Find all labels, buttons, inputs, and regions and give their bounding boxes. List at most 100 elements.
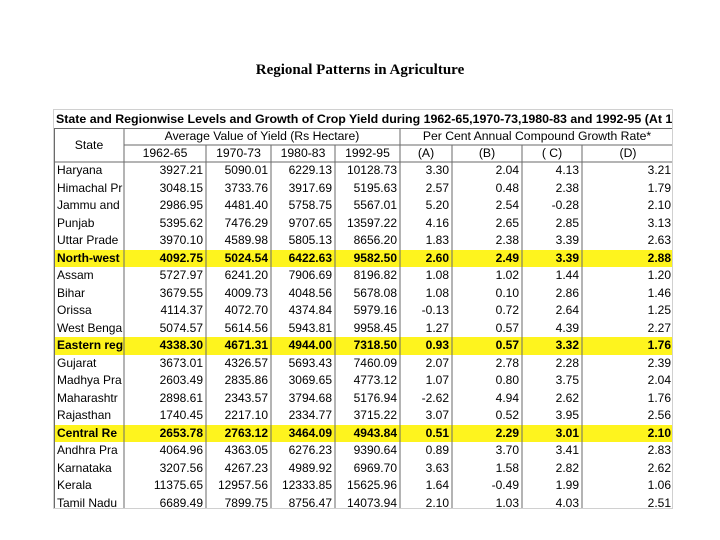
- value-cell: 9958.45: [353, 320, 397, 335]
- value-cell: 2763.12: [224, 425, 268, 440]
- value-cell: 2.39: [647, 355, 671, 370]
- value-cell: 1.25: [647, 303, 671, 317]
- value-cell: 2.28: [555, 355, 579, 370]
- value-cell: 3.63: [425, 460, 449, 475]
- value-cell: 1740.45: [159, 408, 203, 422]
- value-cell: 1.06: [647, 478, 671, 492]
- value-cell: 6229.13: [288, 163, 332, 177]
- value-cell: 2.10: [647, 198, 671, 212]
- table-row: Assam 5727.97 6241.20 7906.69 8196.82 1.08 1.0…: [54, 267, 672, 285]
- value-cell: 7318.50: [353, 338, 397, 352]
- value-cell: 1.03: [495, 495, 519, 509]
- value-cell: 3733.76: [224, 180, 268, 195]
- value-cell: 2.38: [555, 180, 579, 195]
- value-cell: 2835.86: [224, 373, 268, 387]
- table-row: Orissa 4114.37 4072.70 4374.84 5979.16 -0.13 0…: [54, 302, 672, 320]
- value-cell: 2653.78: [159, 425, 203, 440]
- table-row: Karnataka 3207.56 4267.23 4989.92 6969.70 3.6…: [54, 460, 672, 478]
- value-cell: 4773.12: [353, 373, 397, 387]
- header-state: State: [74, 138, 104, 152]
- value-cell: 0.48: [495, 180, 519, 195]
- value-cell: 11375.65: [153, 478, 203, 492]
- value-cell: 4671.31: [224, 338, 268, 352]
- value-cell: 5024.54: [224, 250, 268, 265]
- value-cell: 4326.57: [224, 355, 268, 370]
- value-cell: 3207.56: [159, 460, 203, 475]
- table-row: Uttar Prade 3970.10 4589.98 5805.13 8656.20 1…: [54, 232, 672, 250]
- header-period-4: 1992-95: [345, 146, 390, 160]
- value-cell: 2.64: [555, 303, 579, 317]
- value-cell: 1.99: [555, 478, 579, 492]
- table-row: Himachal Pr 3048.15 3733.76 3917.69 5195.63 2…: [54, 180, 672, 198]
- value-cell: 3794.68: [288, 390, 332, 405]
- value-cell: -0.49: [491, 478, 519, 492]
- value-cell: 4.94: [495, 390, 519, 405]
- value-cell: 5567.01: [353, 198, 397, 212]
- slide-title: Regional Patterns in Agriculture: [255, 62, 465, 78]
- state-name-cell: Tamil Nadu: [57, 495, 118, 509]
- value-cell: 5074.57: [159, 320, 203, 335]
- table-row: Tamil Nadu 6689.49 7899.75 8756.47 14073.94 2…: [54, 495, 672, 509]
- value-cell: 2.88: [647, 250, 671, 265]
- value-cell: 0.93: [425, 338, 449, 352]
- value-cell: 1.44: [555, 268, 579, 282]
- value-cell: 3679.55: [159, 285, 203, 300]
- value-cell: 2.49: [495, 250, 519, 265]
- value-cell: 2.63: [647, 233, 671, 247]
- value-cell: 4481.40: [224, 198, 268, 212]
- header-growth-c: ( C): [541, 146, 563, 160]
- value-cell: 3673.01: [159, 355, 203, 370]
- header-growth-rate: Per Cent Annual Compound Growth Rate*: [422, 129, 652, 143]
- value-cell: 2.38: [495, 233, 519, 247]
- value-cell: 2.04: [647, 373, 671, 387]
- value-cell: 5176.94: [353, 390, 397, 405]
- value-cell: 2217.10: [224, 408, 268, 422]
- yield-table: State and Regionwise Levels and Growth o…: [53, 109, 673, 509]
- value-cell: 7476.29: [224, 215, 268, 230]
- value-cell: 3.75: [555, 373, 579, 387]
- value-cell: 2343.57: [224, 390, 268, 405]
- state-name-cell: Kerala: [57, 478, 92, 492]
- value-cell: 2.27: [647, 320, 671, 335]
- value-cell: 4338.30: [159, 338, 203, 352]
- value-cell: 2.62: [555, 390, 579, 405]
- table-row: Gujarat 3673.01 4326.57 5693.43 7460.09 2.07 2…: [54, 355, 672, 373]
- value-cell: 2.51: [647, 495, 671, 509]
- value-cell: 1.20: [647, 268, 671, 282]
- value-cell: 4989.92: [288, 460, 332, 475]
- value-cell: 0.57: [495, 338, 519, 352]
- state-name-cell: Uttar Prade: [57, 233, 119, 247]
- value-cell: 1.46: [647, 285, 671, 300]
- state-name-cell: Punjab: [57, 215, 95, 230]
- value-cell: 1.58: [495, 460, 519, 475]
- value-cell: 1.79: [647, 180, 671, 195]
- value-cell: 3.32: [555, 338, 579, 352]
- value-cell: 4267.23: [224, 460, 268, 475]
- value-cell: 0.52: [495, 408, 519, 422]
- value-cell: 3.39: [555, 233, 579, 247]
- header-period-1: 1962-65: [142, 146, 188, 160]
- value-cell: 1.27: [425, 320, 449, 335]
- value-cell: 4944.00: [288, 338, 332, 352]
- value-cell: 13597.22: [346, 215, 397, 230]
- value-cell: 2603.49: [159, 373, 203, 387]
- value-cell: 1.83: [425, 233, 449, 247]
- value-cell: 4114.37: [160, 303, 204, 317]
- value-cell: 14073.94: [346, 495, 397, 509]
- header-growth-a: (A): [417, 146, 435, 160]
- state-name-cell: Rajasthan: [57, 408, 112, 422]
- value-cell: 3048.15: [159, 180, 203, 195]
- value-cell: 4009.73: [224, 285, 268, 300]
- value-cell: 5758.75: [288, 198, 332, 212]
- value-cell: 2.62: [647, 460, 671, 475]
- state-name-cell: Assam: [57, 268, 94, 282]
- value-cell: 5727.97: [159, 268, 203, 282]
- value-cell: 2986.95: [159, 198, 203, 212]
- value-cell: 3715.22: [353, 408, 397, 422]
- value-cell: 3.07: [425, 408, 449, 422]
- value-cell: 4092.75: [159, 250, 203, 265]
- value-cell: 0.80: [495, 373, 519, 387]
- value-cell: 0.57: [495, 320, 519, 335]
- value-cell: 0.72: [495, 303, 519, 317]
- value-cell: 4.13: [555, 163, 579, 177]
